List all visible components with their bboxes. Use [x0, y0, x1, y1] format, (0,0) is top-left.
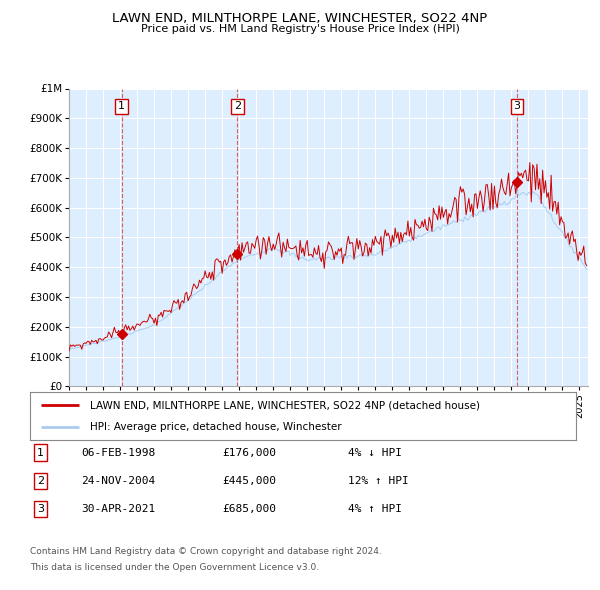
Text: 4% ↓ HPI: 4% ↓ HPI — [348, 448, 402, 457]
Text: 3: 3 — [37, 504, 44, 514]
Text: 2: 2 — [37, 476, 44, 486]
Text: 06-FEB-1998: 06-FEB-1998 — [81, 448, 155, 457]
Text: £176,000: £176,000 — [222, 448, 276, 457]
Text: 1: 1 — [37, 448, 44, 457]
Text: 2: 2 — [234, 101, 241, 112]
Text: Price paid vs. HM Land Registry's House Price Index (HPI): Price paid vs. HM Land Registry's House … — [140, 24, 460, 34]
Text: LAWN END, MILNTHORPE LANE, WINCHESTER, SO22 4NP: LAWN END, MILNTHORPE LANE, WINCHESTER, S… — [112, 12, 488, 25]
Text: LAWN END, MILNTHORPE LANE, WINCHESTER, SO22 4NP (detached house): LAWN END, MILNTHORPE LANE, WINCHESTER, S… — [90, 400, 480, 410]
Text: Contains HM Land Registry data © Crown copyright and database right 2024.: Contains HM Land Registry data © Crown c… — [30, 547, 382, 556]
Text: 4% ↑ HPI: 4% ↑ HPI — [348, 504, 402, 514]
Text: 1: 1 — [118, 101, 125, 112]
Text: 30-APR-2021: 30-APR-2021 — [81, 504, 155, 514]
Text: This data is licensed under the Open Government Licence v3.0.: This data is licensed under the Open Gov… — [30, 563, 319, 572]
Text: £445,000: £445,000 — [222, 476, 276, 486]
Text: £685,000: £685,000 — [222, 504, 276, 514]
Text: 24-NOV-2004: 24-NOV-2004 — [81, 476, 155, 486]
Text: 12% ↑ HPI: 12% ↑ HPI — [348, 476, 409, 486]
Text: 3: 3 — [514, 101, 521, 112]
Text: HPI: Average price, detached house, Winchester: HPI: Average price, detached house, Winc… — [90, 422, 341, 432]
